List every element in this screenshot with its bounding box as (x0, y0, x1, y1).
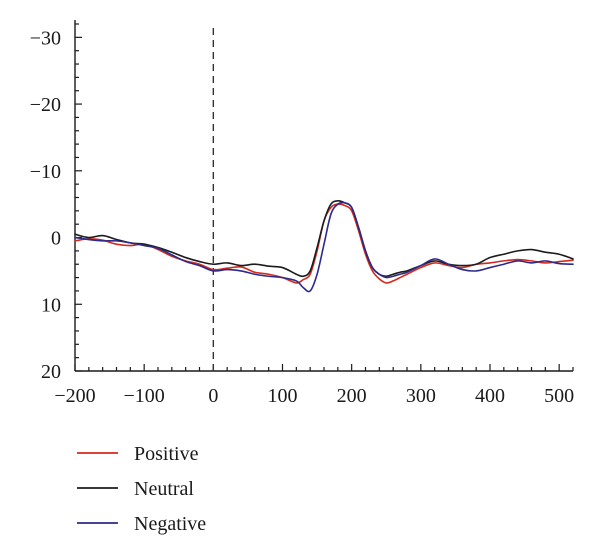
legend-label-positive: Positive (134, 443, 199, 465)
y-tick-label: −30 (30, 27, 61, 49)
y-tick-label: −20 (30, 94, 61, 116)
legend-label-negative: Negative (134, 513, 206, 535)
y-tick-label: 0 (51, 228, 61, 250)
x-tick-label: −200 (54, 385, 95, 407)
y-tick-label: −10 (30, 161, 61, 183)
series-lines (74, 200, 574, 293)
legend-label-neutral: Neutral (134, 478, 194, 500)
series-line-negative (74, 201, 574, 293)
y-ticks: −30 −20 −10 0 10 20 (30, 23, 82, 383)
series-line-neutral (74, 200, 574, 278)
x-tick-label: 0 (208, 385, 218, 407)
x-tick-label: 300 (406, 385, 436, 407)
x-tick-label: 400 (475, 385, 505, 407)
legend: Positive Neutral Negative (77, 443, 206, 535)
x-tick-label: 200 (337, 385, 367, 407)
x-tick-label: −100 (124, 385, 165, 407)
x-ticks: −200 −100 0 100 200 300 400 500 (54, 364, 574, 407)
y-tick-label: 20 (41, 361, 61, 383)
y-tick-label: 10 (41, 294, 61, 316)
x-tick-label: 100 (268, 385, 298, 407)
x-tick-label: 500 (544, 385, 574, 407)
